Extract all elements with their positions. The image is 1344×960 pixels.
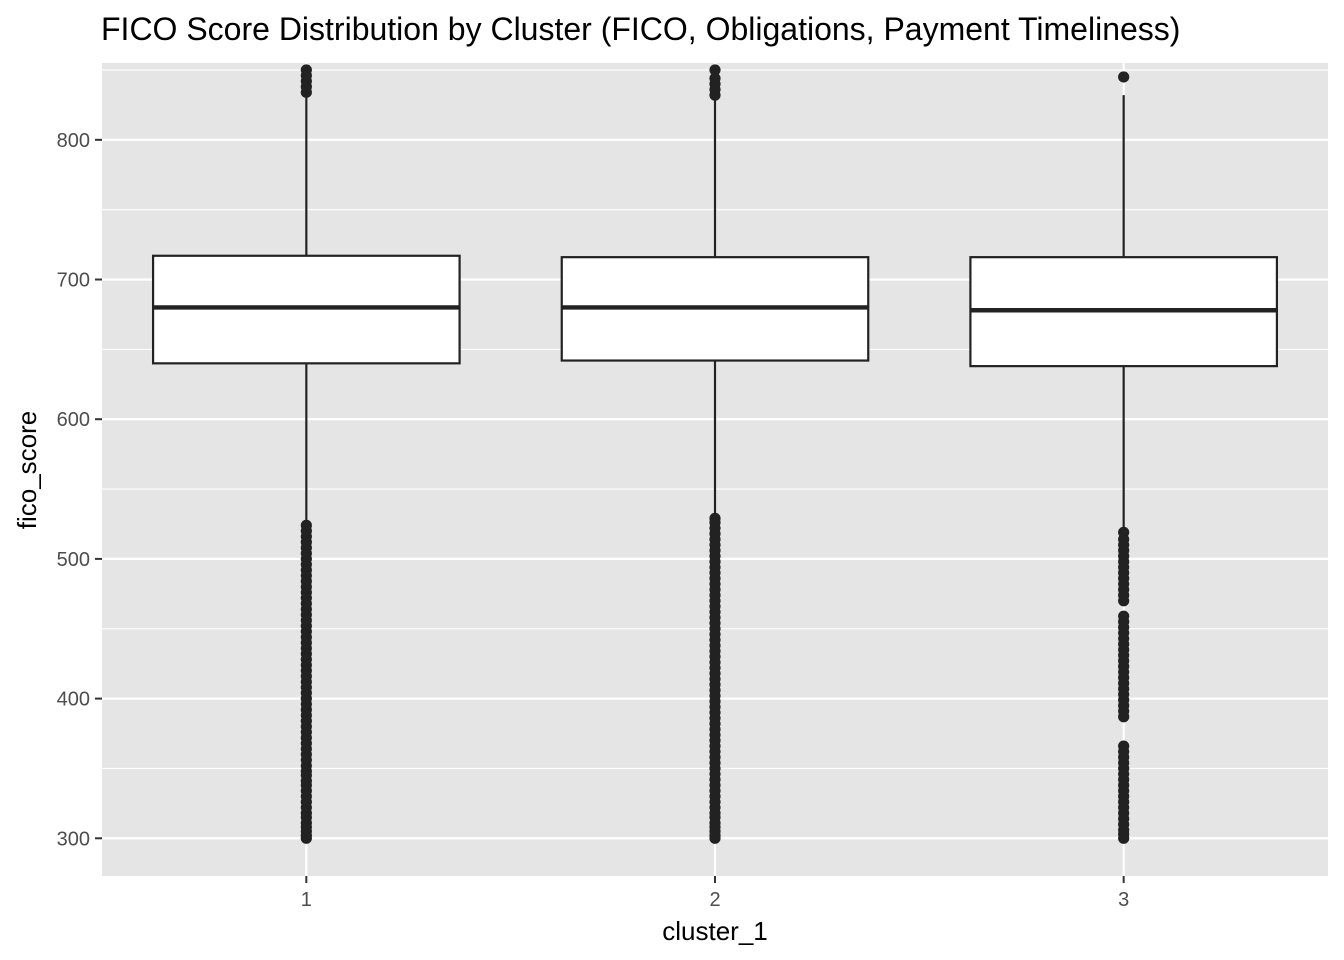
box-group-cluster-2 — [560, 64, 870, 844]
x-tick-label: 1 — [301, 889, 312, 911]
outlier-point — [1118, 610, 1130, 622]
outlier-point — [300, 64, 312, 76]
y-axis: 300 400 500 600 700 800 — [57, 130, 102, 850]
x-axis-label: cluster_1 — [662, 916, 768, 946]
outlier-point — [1118, 71, 1130, 83]
x-tick-label: 2 — [709, 889, 720, 911]
outlier-point — [1118, 740, 1130, 752]
outlier-point — [709, 512, 721, 524]
outlier-point — [1118, 526, 1130, 538]
outlier-point — [709, 64, 721, 76]
y-tick-label: 500 — [57, 549, 90, 571]
y-tick-label: 800 — [57, 130, 90, 152]
outlier-point — [709, 72, 721, 84]
box-group-cluster-1 — [151, 64, 461, 844]
y-tick-label: 600 — [57, 409, 90, 431]
y-axis-label: fico_score — [12, 411, 42, 530]
y-tick-label: 400 — [57, 689, 90, 711]
x-axis: 1 2 3 — [301, 876, 1129, 911]
box-series — [151, 64, 1279, 844]
box-group-cluster-3 — [969, 71, 1279, 844]
outlier-point — [300, 519, 312, 531]
y-tick-label: 300 — [57, 828, 90, 850]
chart-title: FICO Score Distribution by Cluster (FICO… — [101, 11, 1180, 47]
x-tick-label: 3 — [1118, 889, 1129, 911]
y-tick-label: 700 — [57, 270, 90, 292]
